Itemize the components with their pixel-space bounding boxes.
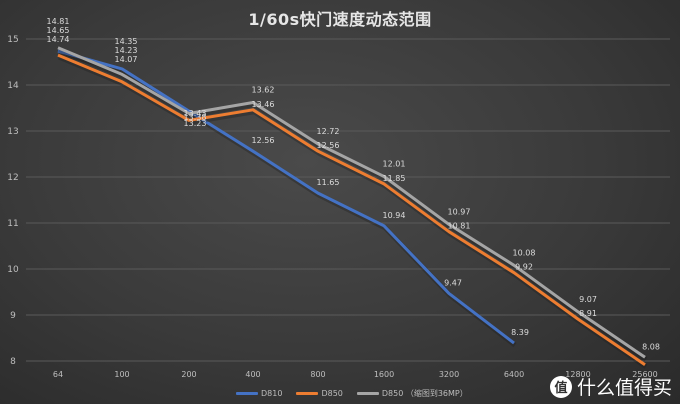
data-label: 12.56 [317,141,340,150]
x-tick-label: 6400 [504,370,524,379]
watermark-logo-icon: 值 [549,375,572,398]
y-tick-label: 13 [7,127,18,137]
watermark: 值 什么值得买 [549,373,672,400]
x-tick-label: 25600 [632,370,657,379]
data-label: 9.07 [579,295,597,304]
data-label: 10.81 [448,222,471,231]
data-label: 13.23 [184,119,207,128]
legend-item-d810[interactable]: D810 [236,388,282,399]
x-tick-label: 100 [114,370,129,379]
x-tick-label: 1600 [374,370,394,379]
x-tick-label: 200 [181,370,196,379]
series-lines [57,46,648,369]
data-label: 13.62 [252,85,275,94]
data-label: 13.46 [252,100,275,109]
y-tick-label: 12 [7,173,18,183]
data-label: 14.23 [115,46,138,55]
data-label: 13.38 [184,113,207,122]
y-tick-label: 10 [7,265,19,275]
y-tick-label: 9 [10,311,16,321]
data-label: 8.39 [511,328,529,337]
data-label: 12.01 [383,160,406,169]
watermark-text: 什么值得买 [576,377,672,399]
x-axis-ticks: 64 100 200 400 800 1600 3200 6400 12800 25600 [53,370,658,379]
legend-label: D810 [261,389,283,398]
legend-label: D850 （缩图到36MP） [381,389,468,398]
data-label: 14.74 [47,35,70,44]
legend-swatch-d850-36mp [356,392,379,395]
data-label: 14.65 [47,26,70,35]
gridlines [26,38,670,362]
data-label: 12.56 [252,136,275,145]
data-label: 9.92 [515,263,533,272]
data-label: 10.08 [513,248,536,257]
series-line-0[interactable] [57,49,515,345]
data-label: 8.08 [642,342,660,351]
y-axis-ticks: 8 9 10 11 12 13 14 15 [7,35,19,367]
data-label: 11.85 [383,174,406,183]
x-tick-label: 3200 [439,370,459,379]
series-line-2[interactable] [57,46,646,359]
y-tick-label: 11 [7,219,18,229]
legend-item-d850[interactable]: D850 [296,388,343,399]
y-tick-label: 8 [10,357,16,367]
data-label: 14.81 [47,17,70,26]
series-shadow [58,50,517,348]
y-tick-label: 14 [7,81,19,91]
x-tick-label: 64 [53,370,63,379]
data-label: 14.07 [115,55,138,64]
data-label: 11.65 [317,178,340,187]
data-labels: 14.74 14.35 13.43 12.56 11.65 10.94 9.47 8.39 14… [47,17,660,351]
data-label: 10.97 [448,207,471,216]
x-tick-label: 12800 [565,370,590,379]
x-tick-label: 400 [245,370,260,379]
legend-label: D850 [321,389,343,398]
legend-item-d850-36mp[interactable]: D850 （缩图到36MP） [356,388,468,399]
legend-swatch-d810 [236,392,258,395]
y-tick-label: 15 [7,35,18,45]
chart-title: 1/60s快门速度动态范围 [248,10,432,29]
data-label: 9.47 [444,278,462,287]
series-line-1[interactable] [57,53,646,366]
legend-swatch-d850 [296,392,319,395]
data-label: 14.35 [115,37,138,46]
legend: D810 D850 D850 （缩图到36MP） [236,388,468,399]
data-label: 13.43 [184,109,207,118]
data-label: 8.91 [579,309,597,318]
data-label: 12.72 [317,127,340,136]
data-label: 10.94 [383,211,406,220]
x-tick-label: 800 [310,370,325,379]
